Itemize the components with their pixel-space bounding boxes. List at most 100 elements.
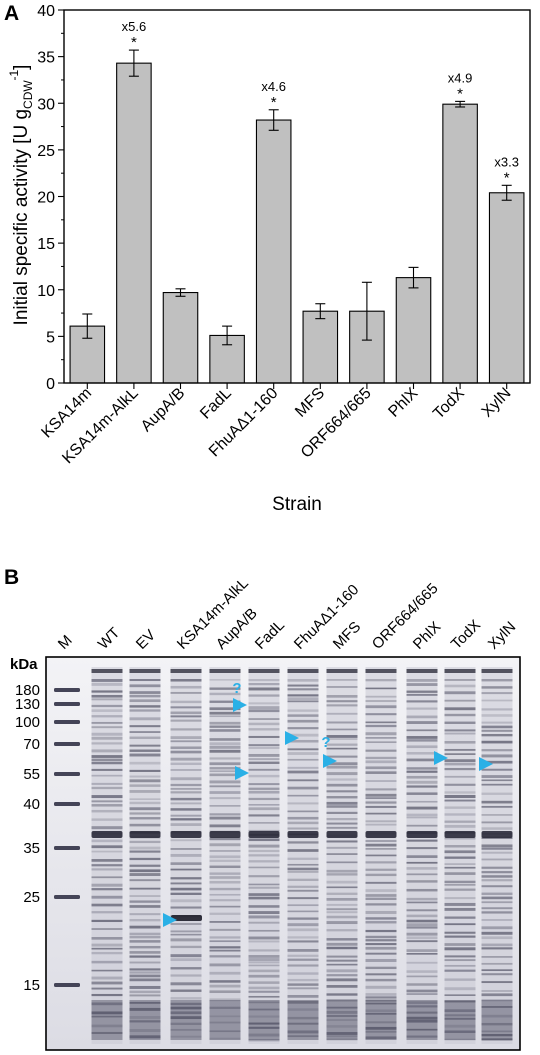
gel-band: [209, 876, 241, 879]
gel-image: [45, 656, 521, 1051]
gel-band: [365, 756, 397, 760]
gel-band: [129, 961, 161, 964]
gel-band: [444, 866, 476, 869]
gel-band: [365, 946, 397, 950]
lane-label: FadL: [252, 617, 288, 653]
gel-band: [481, 844, 513, 848]
gel-band: [365, 695, 397, 698]
gel-band: [365, 973, 397, 976]
gel-band: [248, 758, 280, 761]
significance-star: *: [131, 34, 137, 51]
gel-band: [209, 921, 241, 923]
gel-band: [129, 699, 161, 703]
gel-band: [481, 725, 513, 729]
gel-band: [326, 993, 358, 996]
gel-band: [248, 955, 280, 958]
gel-band: [170, 797, 202, 801]
gel-band: [326, 796, 358, 799]
gel-band: [326, 765, 358, 769]
gel-band: [170, 974, 202, 977]
gel-band: [406, 926, 438, 929]
gel-band: [406, 745, 438, 749]
gel-band: [91, 903, 123, 907]
gel-band: [444, 791, 476, 794]
gel-band: [248, 893, 280, 896]
bar: [116, 62, 152, 384]
gel-band: [406, 940, 438, 943]
gel-band: [406, 1028, 438, 1031]
gel-band: [326, 911, 358, 914]
gel-band: [91, 1002, 123, 1006]
gel-band: [365, 854, 397, 857]
gel-band: [129, 985, 161, 989]
gel-band: [365, 749, 397, 752]
gel-band: [209, 1030, 241, 1033]
gel-band: [444, 923, 476, 926]
gel-band: [91, 742, 123, 745]
gel-band: [406, 901, 438, 904]
gel-lane: [248, 667, 280, 1044]
gel-band: [481, 947, 513, 950]
gel-band: [129, 974, 161, 978]
gel-band: [170, 899, 202, 903]
gel-band: [365, 993, 397, 996]
gel-band: [406, 752, 438, 755]
gel-band: [91, 864, 123, 867]
gel-band: [444, 806, 476, 809]
gel-band: [91, 981, 123, 985]
gel-band: [91, 749, 123, 753]
gel-band: [481, 708, 513, 711]
gel-band: [209, 707, 241, 711]
gel-band: [326, 1019, 358, 1022]
gel-band: [365, 978, 397, 982]
gel-band: [287, 810, 319, 813]
gel-band: [406, 861, 438, 864]
gel-band: [91, 786, 123, 790]
gel-band: [248, 969, 280, 973]
gel-band: [444, 679, 476, 681]
gel-band: [170, 892, 202, 895]
gel-band: [209, 791, 241, 794]
gel-major-band: [481, 831, 513, 838]
gel-band: [91, 919, 123, 923]
gel-band: [406, 989, 438, 993]
gel-band: [287, 867, 319, 871]
gel-band: [129, 925, 161, 929]
gel-band: [129, 857, 161, 861]
gel-band: [326, 818, 358, 821]
gel-band: [209, 773, 241, 777]
gel-band: [91, 732, 123, 736]
gel-band: [444, 759, 476, 762]
gel-band: [481, 749, 513, 752]
gel-band: [444, 1030, 476, 1033]
gel-band: [129, 951, 161, 954]
gel-band: [365, 1030, 397, 1033]
gel-band: [248, 844, 280, 848]
gel-band: [365, 721, 397, 724]
gel-band: [209, 881, 241, 884]
gel-band: [209, 1037, 241, 1040]
gel-band: [91, 1011, 123, 1015]
gel-band: [287, 972, 319, 975]
gel-band: [365, 705, 397, 709]
gel-band: [365, 881, 397, 884]
gel-band: [287, 748, 319, 751]
gel-band: [287, 1035, 319, 1038]
gel-bottom-band: [170, 1000, 202, 1040]
gel-band: [248, 722, 280, 726]
gel-band: [91, 721, 123, 724]
gel-band: [365, 780, 397, 782]
gel-band: [326, 686, 358, 688]
gel-band: [209, 949, 241, 952]
gel-band: [326, 700, 358, 703]
gel-band: [326, 955, 358, 958]
gel-band: [209, 998, 241, 1002]
gel-major-band: [406, 831, 438, 838]
gel-band: [248, 838, 280, 842]
gel-band: [406, 780, 438, 784]
significance-star: *: [457, 85, 463, 102]
gel-band: [481, 827, 513, 830]
gel-band: [91, 876, 123, 879]
